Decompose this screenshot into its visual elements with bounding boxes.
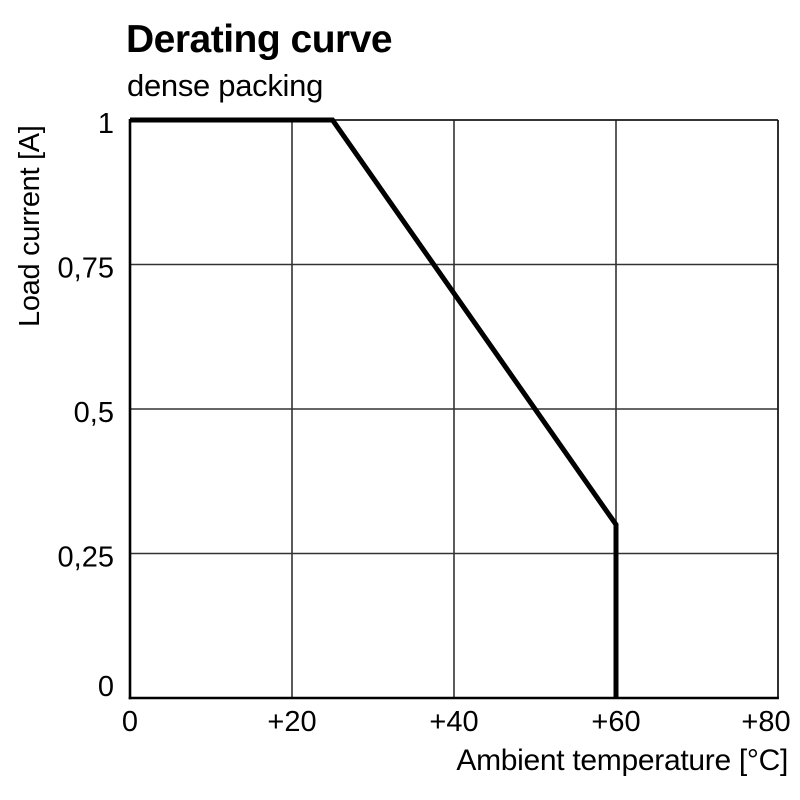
x-tick-label: 0 [122,706,138,738]
x-tick-label: +20 [267,706,316,738]
x-axis-title: Ambient temperature [°C] [456,744,788,777]
chart-title: Derating curve [126,18,393,61]
y-tick-label: 0 [98,671,114,703]
y-tick-label: 1 [98,108,114,140]
y-tick-label: 0,75 [58,253,114,285]
chart-subtitle: dense packing [127,68,324,103]
y-tick-label: 0,5 [74,397,114,429]
y-tick-label: 0,25 [58,542,114,574]
x-tick-label: +80 [741,706,790,738]
x-tick-label: +60 [591,706,640,738]
x-tick-label: +40 [429,706,478,738]
series-curve [130,117,619,698]
